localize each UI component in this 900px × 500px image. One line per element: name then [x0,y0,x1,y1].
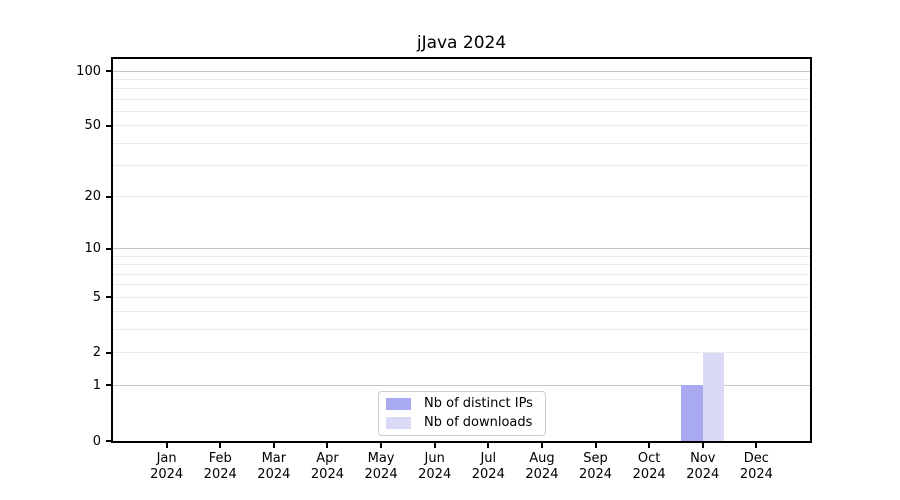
y-tick-label: 5 [92,289,101,305]
minor-gridline [113,284,810,286]
minor-gridline [113,78,810,80]
minor-gridline [113,273,810,275]
legend-item-distinct-ips: Nb of distinct IPs [379,396,545,412]
x-tick-label-year: 2024 [418,467,452,482]
x-tick-mark [755,443,758,448]
y-tick-mark [106,440,111,442]
legend-item-downloads: Nb of downloads [379,415,545,431]
major-gridline [113,70,810,72]
x-tick-label: Feb 2024 [188,451,252,483]
x-tick-label-year: 2024 [203,467,237,482]
x-tick-mark [272,443,275,448]
x-tick-label: Dec 2024 [724,451,788,483]
minor-gridline [113,296,810,298]
x-tick-label-year: 2024 [257,467,291,482]
minor-gridline [113,110,810,112]
x-tick-mark [487,443,490,448]
x-tick-label: Sep 2024 [564,451,628,483]
x-tick-label: Apr 2024 [295,451,359,483]
x-tick-label: Nov 2024 [671,451,735,483]
x-tick-label-year: 2024 [364,467,398,482]
x-tick-label: Jan 2024 [135,451,199,483]
x-tick-label: May 2024 [349,451,413,483]
x-tick-mark [219,443,222,448]
minor-gridline [113,125,810,127]
x-tick-label-year: 2024 [150,467,184,482]
x-tick-label: Oct 2024 [617,451,681,483]
x-tick-mark [380,443,383,448]
minor-gridline [113,352,810,354]
minor-gridline [113,142,810,144]
minor-gridline [113,311,810,313]
y-tick-mark [106,384,111,387]
y-tick-label: 0 [92,433,101,449]
x-tick-label-year: 2024 [471,467,505,482]
y-tick-label: 100 [76,63,101,79]
y-tick-mark [106,351,111,354]
x-tick-label-year: 2024 [310,467,344,482]
y-tick-label: 50 [84,118,101,134]
x-tick-mark [701,443,704,448]
y-tick-label: 1 [92,377,101,393]
legend-swatch [386,417,411,429]
x-tick-mark [326,443,329,448]
x-tick-mark [648,443,651,448]
major-gridline [113,384,810,386]
x-tick-label-year: 2024 [632,467,666,482]
y-tick-label: 2 [92,345,101,361]
y-tick-mark [106,195,111,198]
bar-downloads [702,352,725,441]
x-tick-label-year: 2024 [525,467,559,482]
x-tick-label: Aug 2024 [510,451,574,483]
x-tick-label-year: 2024 [686,467,720,482]
y-tick-mark [106,247,111,250]
x-tick-label: Jun 2024 [403,451,467,483]
legend-label: Nb of downloads [424,415,533,430]
legend-label: Nb of distinct IPs [424,396,533,411]
x-tick-mark [594,443,597,448]
plot-area [111,57,812,443]
y-tick-label: 20 [84,189,101,205]
y-tick-mark [106,296,111,299]
legend-swatch [386,398,411,410]
y-tick-label: 10 [84,241,101,257]
y-tick-mark [106,70,111,72]
minor-gridline [113,329,810,331]
minor-gridline [113,196,810,198]
minor-gridline [113,264,810,266]
x-tick-label: Mar 2024 [242,451,306,483]
minor-gridline [113,165,810,167]
bar-distinct-ips [681,385,703,441]
x-tick-label-year: 2024 [739,467,773,482]
minor-gridline [113,98,810,100]
minor-gridline [113,88,810,90]
x-tick-label: Jul 2024 [456,451,520,483]
x-tick-label-year: 2024 [578,467,613,482]
x-tick-mark [540,443,543,448]
minor-gridline [113,255,810,257]
y-tick-mark [106,124,111,127]
major-gridline [113,248,810,250]
chart-title: jJava 2024 [416,33,507,53]
x-tick-mark [165,443,168,448]
legend: Nb of distinct IPs Nb of downloads [378,391,546,436]
x-tick-mark [433,443,436,448]
